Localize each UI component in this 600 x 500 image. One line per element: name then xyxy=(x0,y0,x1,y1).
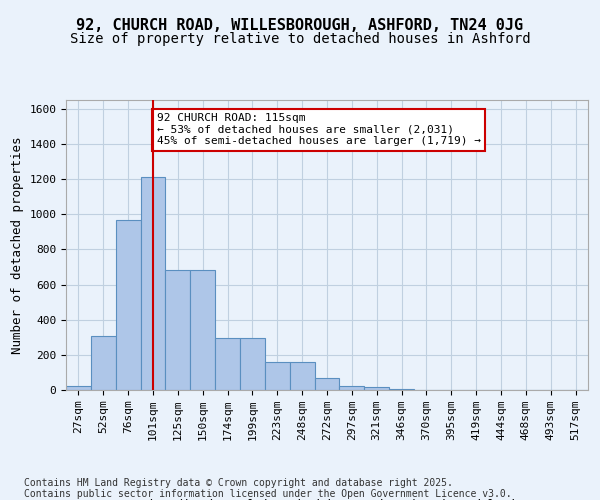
Bar xyxy=(314,378,340,390)
Text: Contains HM Land Registry data © Crown copyright and database right 2025.
Contai: Contains HM Land Registry data © Crown c… xyxy=(24,478,512,499)
Bar xyxy=(240,338,265,390)
Text: 92 CHURCH ROAD: 115sqm
← 53% of detached houses are smaller (2,031)
45% of semi-: 92 CHURCH ROAD: 115sqm ← 53% of detached… xyxy=(157,113,481,146)
Bar xyxy=(66,386,91,390)
Bar xyxy=(290,362,314,390)
Bar xyxy=(190,270,215,390)
Bar xyxy=(140,178,166,390)
Bar xyxy=(116,220,140,390)
Y-axis label: Number of detached properties: Number of detached properties xyxy=(11,136,24,354)
Bar xyxy=(166,270,190,390)
Bar xyxy=(91,336,116,390)
Text: 92, CHURCH ROAD, WILLESBOROUGH, ASHFORD, TN24 0JG: 92, CHURCH ROAD, WILLESBOROUGH, ASHFORD,… xyxy=(76,18,524,32)
Bar xyxy=(340,386,364,390)
Bar xyxy=(215,338,240,390)
Bar xyxy=(389,389,414,390)
Bar xyxy=(364,388,389,390)
Text: Size of property relative to detached houses in Ashford: Size of property relative to detached ho… xyxy=(70,32,530,46)
Bar xyxy=(265,362,290,390)
X-axis label: Distribution of detached houses by size in Ashford: Distribution of detached houses by size … xyxy=(139,498,515,500)
